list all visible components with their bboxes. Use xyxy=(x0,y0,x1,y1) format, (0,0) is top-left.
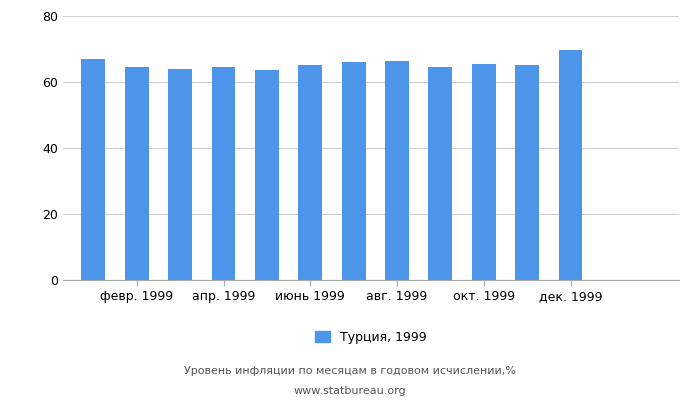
Bar xyxy=(168,69,192,280)
Bar xyxy=(298,66,322,280)
Bar xyxy=(211,67,235,280)
Bar xyxy=(255,70,279,280)
Legend: Турция, 1999: Турция, 1999 xyxy=(310,326,432,349)
Text: Уровень инфляции по месяцам в годовом исчислении,%: Уровень инфляции по месяцам в годовом ис… xyxy=(184,366,516,376)
Bar xyxy=(125,67,148,280)
Bar xyxy=(472,64,496,280)
Bar xyxy=(559,50,582,280)
Bar xyxy=(428,67,452,280)
Bar xyxy=(81,59,105,280)
Bar xyxy=(515,66,539,280)
Text: www.statbureau.org: www.statbureau.org xyxy=(294,386,406,396)
Bar xyxy=(385,60,409,280)
Bar xyxy=(342,62,365,280)
